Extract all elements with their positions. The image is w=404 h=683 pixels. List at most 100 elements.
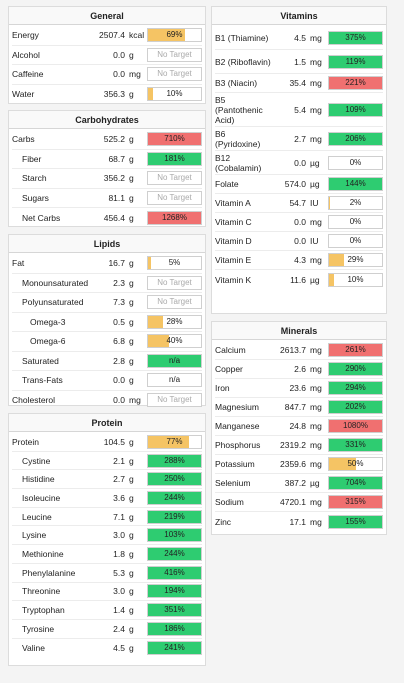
progress-percent: 1080%	[343, 421, 368, 430]
progress-fill	[148, 257, 151, 270]
nutrient-amount: 356.2	[103, 173, 125, 184]
nutrient-row-caffeine[interactable]: Caffeine 0.0 mg No Target	[12, 65, 202, 85]
progress-fill	[148, 547, 201, 560]
nutrient-row-phosphorus[interactable]: Phosphorus 2319.2 mg 331%	[215, 436, 383, 455]
nutrient-row-selenium[interactable]: Selenium 387.2 µg 704%	[215, 474, 383, 493]
nutrient-amount: 1.8	[113, 548, 125, 559]
nutrient-row-iron[interactable]: Iron 23.6 mg 294%	[215, 379, 383, 398]
target-progress-bar: n/a	[147, 353, 202, 368]
nutrient-row-histidine[interactable]: Histidine 2.7 g 250%	[12, 470, 202, 490]
nutrient-row-folate[interactable]: Folate 574.0 µg 144%	[215, 175, 383, 194]
nutrient-row-energy[interactable]: Energy 2507.4 kcal 69%	[12, 26, 202, 46]
nutrient-row-carbs[interactable]: Carbs 525.2 g 710%	[12, 130, 202, 150]
nutrient-amount: 104.5	[103, 436, 125, 447]
panel-title: Carbohydrates	[9, 111, 205, 129]
nutrient-row-b1-thiamine[interactable]: B1 (Thiamine) 4.5 mg 375%	[215, 26, 383, 50]
progress-percent: No Target	[157, 297, 192, 307]
nutrient-row-omega-3[interactable]: Omega-3 0.5 g 28%	[12, 313, 202, 332]
nutrient-row-alcohol[interactable]: Alcohol 0.0 g No Target	[12, 46, 202, 65]
nutrient-name: Lysine	[22, 530, 47, 541]
nutrient-row-phenylalanine[interactable]: Phenylalanine 5.3 g 416%	[12, 564, 202, 583]
progress-percent: 155%	[345, 516, 366, 526]
nutrient-row-tyrosine[interactable]: Tyrosine 2.4 g 186%	[12, 620, 202, 639]
nutrient-amount: 2.3	[113, 277, 125, 288]
nutrient-row-trans-fats[interactable]: Trans-Fats 0.0 g n/a	[12, 371, 202, 391]
nutrient-row-magnesium[interactable]: Magnesium 847.7 mg 202%	[215, 398, 383, 417]
nutrient-unit: IU	[310, 236, 319, 246]
target-progress-bar: 351%	[147, 603, 202, 618]
nutrient-row-valine[interactable]: Valine 4.5 g 241%	[12, 639, 202, 658]
progress-fill	[329, 273, 335, 286]
nutrient-amount: 0.0	[113, 69, 125, 80]
progress-percent: 219%	[164, 511, 185, 521]
nutrient-row-vitamin-k[interactable]: Vitamin K 11.6 µg 10%	[215, 270, 383, 289]
nutrient-row-b5-pantothenic-acid[interactable]: B5 (Pantothenic Acid) 5.4 mg 109%	[215, 93, 383, 127]
nutrient-amount: 387.2	[284, 478, 306, 488]
nutrient-row-protein[interactable]: Protein 104.5 g 77%	[12, 433, 202, 452]
nutrient-row-copper[interactable]: Copper 2.6 mg 290%	[215, 360, 383, 379]
nutrient-amount: 3.0	[113, 586, 125, 597]
target-progress-bar: 1268%	[147, 210, 202, 225]
nutrient-unit: g	[129, 474, 134, 485]
panel-title: Vitamins	[212, 7, 386, 25]
nutrient-row-calcium[interactable]: Calcium 2613.7 mg 261%	[215, 341, 383, 360]
nutrient-row-fat[interactable]: Fat 16.7 g 5%	[12, 254, 202, 274]
progress-percent: 290%	[345, 364, 366, 373]
nutrient-row-sugars[interactable]: Sugars 81.1 g No Target	[12, 189, 202, 208]
nutrient-name: Cystine	[22, 455, 51, 466]
nutrient-row-b3-niacin[interactable]: B3 (Niacin) 35.4 mg 221%	[215, 74, 383, 93]
nutrient-row-tryptophan[interactable]: Tryptophan 1.4 g 351%	[12, 601, 202, 620]
nutrient-amount: 11.6	[290, 274, 306, 285]
progress-fill	[148, 529, 201, 542]
progress-percent: 5%	[168, 258, 181, 268]
progress-percent: 351%	[164, 605, 185, 615]
nutrient-name: Cholesterol	[12, 395, 55, 406]
nutrient-row-vitamin-c[interactable]: Vitamin C 0.0 mg 0%	[215, 213, 383, 232]
nutrient-unit: mg	[310, 255, 322, 265]
nutrient-name: Folate	[215, 179, 239, 189]
nutrient-row-methionine[interactable]: Methionine 1.8 g 244%	[12, 545, 202, 564]
progress-fill	[329, 382, 382, 394]
nutrient-amount: 4.3	[294, 255, 306, 265]
nutrient-row-cholesterol[interactable]: Cholesterol 0.0 mg No Target	[12, 391, 202, 411]
nutrient-row-sodium[interactable]: Sodium 4720.1 mg 315%	[215, 493, 383, 512]
nutrient-name: Threonine	[22, 586, 61, 597]
nutrient-row-vitamin-e[interactable]: Vitamin E 4.3 mg 29%	[215, 251, 383, 270]
nutrient-row-lysine[interactable]: Lysine 3.0 g 103%	[12, 526, 202, 546]
nutrient-row-omega-6[interactable]: Omega-6 6.8 g 40%	[12, 332, 202, 352]
nutrient-row-net-carbs[interactable]: Net Carbs 456.4 g 1268%	[12, 208, 202, 228]
nutrient-row-manganese[interactable]: Manganese 24.8 mg 1080%	[215, 417, 383, 436]
nutrient-row-leucine[interactable]: Leucine 7.1 g 219%	[12, 508, 202, 527]
nutrient-row-threonine[interactable]: Threonine 3.0 g 194%	[12, 583, 202, 602]
nutrient-row-water[interactable]: Water 356.3 g 10%	[12, 85, 202, 105]
target-progress-bar: 704%	[328, 476, 383, 490]
nutrient-row-b2-riboflavin[interactable]: B2 (Riboflavin) 1.5 mg 119%	[215, 50, 383, 74]
nutrient-name: Iron	[215, 383, 230, 393]
target-progress-bar: 244%	[147, 546, 202, 561]
nutrient-row-isoleucine[interactable]: Isoleucine 3.6 g 244%	[12, 489, 202, 508]
nutrient-row-zinc[interactable]: Zinc 17.1 mg 155%	[215, 512, 383, 531]
nutrient-row-potassium[interactable]: Potassium 2359.6 mg 50%	[215, 455, 383, 474]
nutrient-row-saturated[interactable]: Saturated 2.8 g n/a	[12, 352, 202, 371]
nutrient-row-fiber[interactable]: Fiber 68.7 g 181%	[12, 150, 202, 169]
nutrient-row-cystine[interactable]: Cystine 2.1 g 288%	[12, 452, 202, 471]
nutrient-row-starch[interactable]: Starch 356.2 g No Target	[12, 169, 202, 189]
nutrient-row-vitamin-a[interactable]: Vitamin A 54.7 IU 2%	[215, 194, 383, 213]
progress-percent: 250%	[164, 474, 185, 484]
nutrient-unit: mg	[310, 364, 322, 374]
nutrient-unit: g	[129, 277, 134, 288]
nutrient-unit: g	[129, 336, 134, 347]
progress-fill	[329, 401, 382, 413]
progress-fill	[329, 477, 382, 489]
target-progress-bar: 331%	[328, 438, 383, 452]
nutrient-unit: g	[129, 530, 134, 541]
progress-fill	[148, 566, 201, 579]
nutrient-row-polyunsaturated[interactable]: Polyunsaturated 7.3 g No Target	[12, 293, 202, 313]
nutrient-row-b6-pyridoxine[interactable]: B6 (Pyridoxine) 2.7 mg 206%	[215, 127, 383, 151]
nutrient-row-monounsaturated[interactable]: Monounsaturated 2.3 g No Target	[12, 274, 202, 293]
target-progress-bar: No Target	[147, 393, 202, 408]
nutrient-row-vitamin-d[interactable]: Vitamin D 0.0 IU 0%	[215, 232, 383, 251]
nutrient-row-b12-cobalamin[interactable]: B12 (Cobalamin) 0.0 µg 0%	[215, 151, 383, 175]
nutrient-amount: 2359.6	[280, 459, 306, 469]
target-progress-bar: 144%	[328, 177, 383, 191]
